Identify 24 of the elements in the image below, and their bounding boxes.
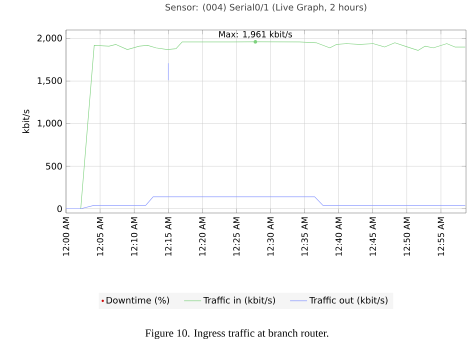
x-tick-label: 12:40 AM [335, 217, 342, 256]
legend-label: Downtime (%) [106, 296, 170, 305]
x-tick-label: 12:50 AM [404, 217, 410, 256]
x-tick-label: 12:20 AM [199, 217, 206, 256]
y-tick-label: 2,000 [37, 34, 62, 42]
x-tick-label: 12:25 AM [233, 217, 240, 256]
annotation: Max: 1,961 kbit/s [219, 30, 292, 38]
y-tick-label: 1,000 [38, 120, 62, 128]
x-tick-label: 12:35 AM [301, 217, 308, 256]
y-tick-label: 0 [57, 205, 62, 212]
x-tick-label: 12:00 AM [62, 217, 70, 256]
x-tick-label: 12:30 AM [267, 217, 274, 256]
y-axis-title: kbit/s [22, 110, 30, 133]
x-tick-label: 12:55 AM [438, 217, 444, 256]
chart-title: Sensor: (004) Serial0/1 (Live Graph, 2 hours) [166, 4, 366, 12]
x-tick-label: 12:05 AM [96, 217, 104, 256]
x-tick-label: 12:10 AM [130, 217, 138, 256]
legend-label: Traffic out (kbit/s) [309, 296, 388, 305]
y-tick-label: 500 [46, 162, 62, 170]
caption: Figure 10. Ingress traffic at branch router. [145, 328, 328, 340]
y-tick-label: 1,500 [38, 77, 62, 85]
legend-label: Traffic in (kbit/s) [203, 296, 276, 305]
x-tick-label: 12:15 AM [165, 217, 172, 256]
x-tick-label: 12:45 AM [370, 217, 376, 256]
